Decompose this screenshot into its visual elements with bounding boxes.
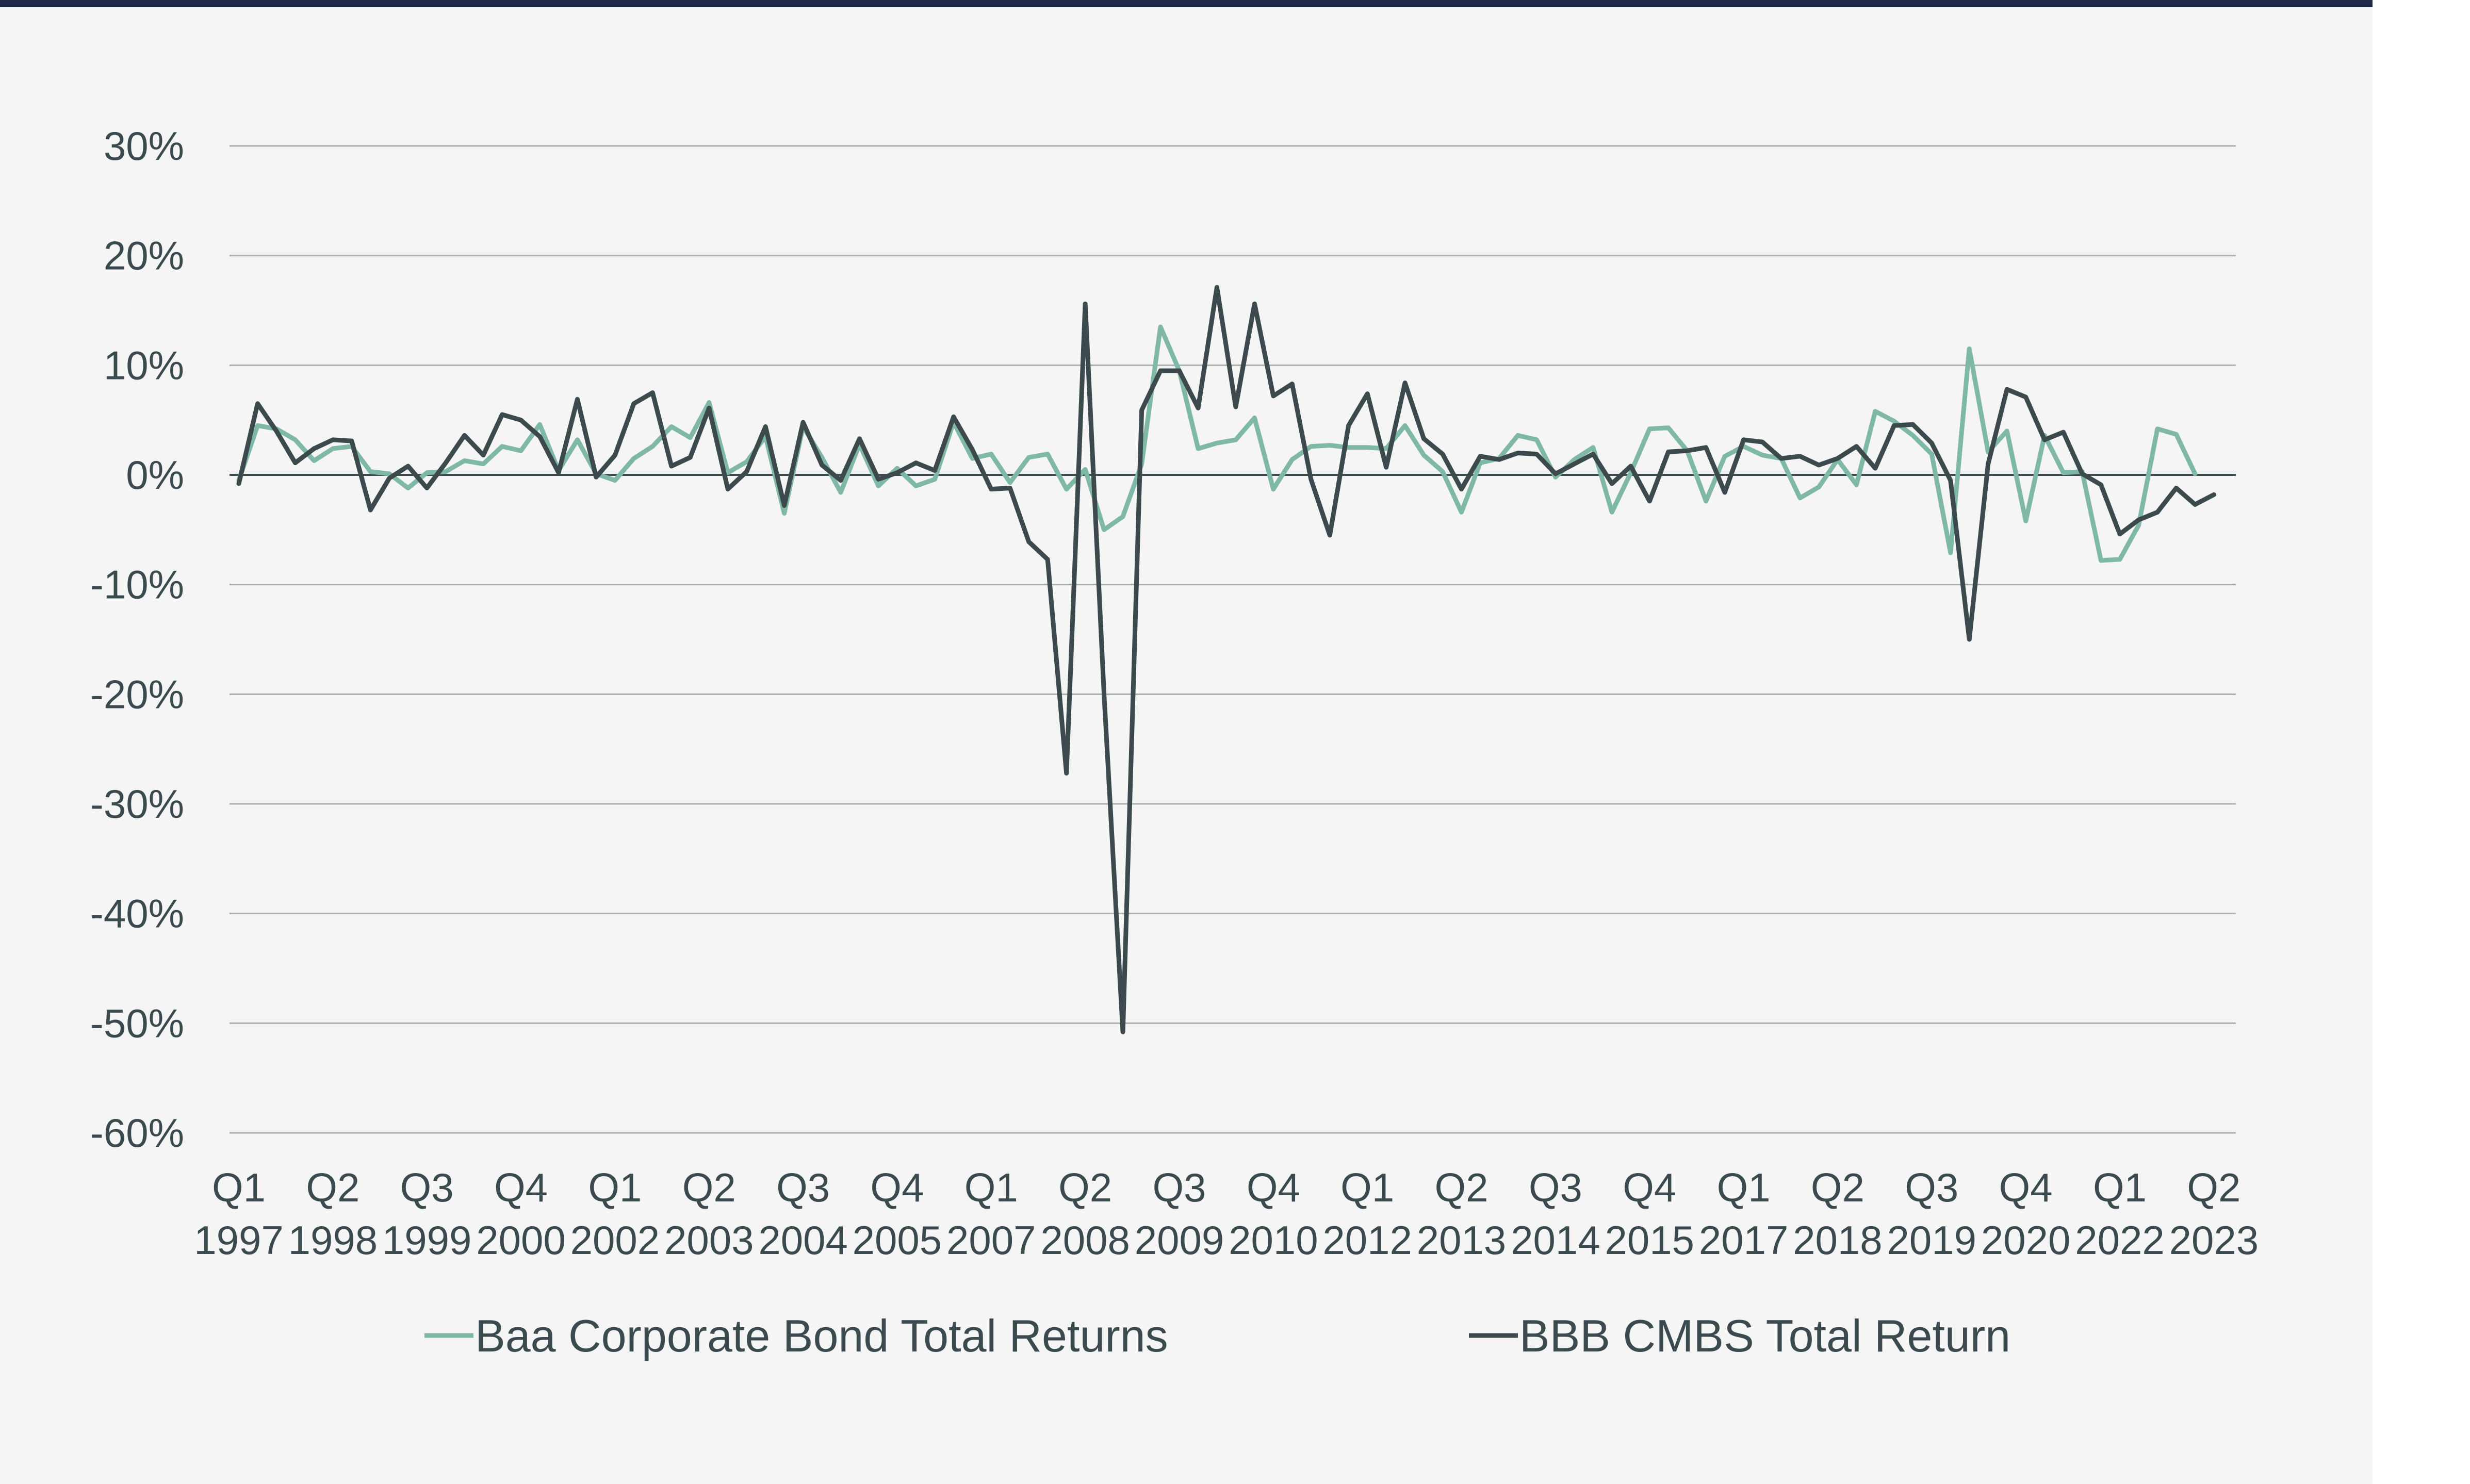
x-tick-label-year: 2014 <box>1511 1217 1600 1263</box>
series-line-bbb-cmbs <box>236 285 2216 1034</box>
x-tick-label-year: 2023 <box>2169 1217 2259 1263</box>
series-line-baa-corporate-bond <box>236 324 2198 563</box>
x-tick-label-quarter: Q1 <box>1340 1165 1394 1210</box>
x-tick-label-quarter: Q3 <box>776 1165 830 1210</box>
x-tick-label-year: 2004 <box>758 1217 848 1263</box>
x-tick-label-quarter: Q4 <box>1247 1165 1300 1210</box>
y-tick-label: 0% <box>126 452 184 498</box>
x-tick-label-quarter: Q1 <box>2093 1165 2147 1210</box>
legend-label-baa-corporate-bond: Baa Corporate Bond Total Returns <box>475 1310 1168 1361</box>
x-tick-label-quarter: Q4 <box>494 1165 548 1210</box>
y-tick-label: 30% <box>104 123 184 169</box>
x-tick-label-quarter: Q2 <box>2187 1165 2240 1210</box>
x-tick-label-year: 2022 <box>2075 1217 2165 1263</box>
x-tick-label-year: 2019 <box>1887 1217 1977 1263</box>
x-tick-label-year: 2009 <box>1135 1217 1224 1263</box>
x-tick-label-quarter: Q3 <box>400 1165 454 1210</box>
y-tick-label: -50% <box>90 1000 184 1046</box>
x-tick-label-year: 2008 <box>1040 1217 1130 1263</box>
legend: Baa Corporate Bond Total Returns BBB CMB… <box>424 1310 2010 1361</box>
y-axis-tick-labels: 30% 20% 10% 0% -10% -20% -30% -40% -50% -60% <box>90 123 184 1156</box>
x-tick-label-year: 1999 <box>382 1217 472 1263</box>
y-tick-label: 20% <box>104 233 184 278</box>
x-tick-label-quarter: Q3 <box>1529 1165 1582 1210</box>
x-tick-label-year: 2007 <box>946 1217 1036 1263</box>
y-tick-label: -40% <box>90 891 184 936</box>
x-tick-label-quarter: Q2 <box>1811 1165 1864 1210</box>
top-accent-bar <box>0 0 2373 7</box>
y-tick-label: 10% <box>104 342 184 388</box>
x-tick-label-quarter: Q3 <box>1152 1165 1206 1210</box>
x-tick-label-year: 2010 <box>1229 1217 1318 1263</box>
y-tick-label: -20% <box>90 671 184 717</box>
x-axis-tick-labels: Q1 1997 Q2 1998 Q3 1999 Q4 2000 Q1 2002 Q2 2003 Q3 20… <box>194 1165 2259 1263</box>
legend-label-bbb-cmbs: BBB CMBS Total Return <box>1519 1310 2010 1361</box>
x-tick-label-year: 1998 <box>288 1217 378 1263</box>
series-lines <box>236 285 2216 1034</box>
x-tick-label-quarter: Q4 <box>1999 1165 2053 1210</box>
x-tick-label-year: 2015 <box>1605 1217 1694 1263</box>
y-tick-label: -30% <box>90 781 184 827</box>
x-tick-label-quarter: Q2 <box>1435 1165 1488 1210</box>
y-tick-label: -60% <box>90 1110 184 1156</box>
x-tick-label-year: 2003 <box>664 1217 754 1263</box>
x-tick-label-year: 2013 <box>1417 1217 1507 1263</box>
x-tick-label-quarter: Q3 <box>1905 1165 1958 1210</box>
x-tick-label-year: 2000 <box>476 1217 566 1263</box>
gridlines <box>230 145 2236 1134</box>
x-tick-label-quarter: Q2 <box>1058 1165 1112 1210</box>
x-tick-label-quarter: Q1 <box>964 1165 1018 1210</box>
chart-panel <box>0 0 2373 1484</box>
x-tick-label-year: 2005 <box>853 1217 942 1263</box>
y-tick-label: -10% <box>90 562 184 607</box>
x-tick-label-quarter: Q1 <box>1717 1165 1771 1210</box>
x-tick-label-quarter: Q2 <box>306 1165 359 1210</box>
x-tick-label-quarter: Q4 <box>1623 1165 1676 1210</box>
x-tick-label-quarter: Q2 <box>682 1165 736 1210</box>
x-tick-label-quarter: Q1 <box>212 1165 266 1210</box>
x-tick-label-year: 2018 <box>1793 1217 1883 1263</box>
x-tick-label-year: 2020 <box>1981 1217 2071 1263</box>
x-tick-label-year: 1997 <box>194 1217 284 1263</box>
x-tick-label-year: 2017 <box>1699 1217 1789 1263</box>
x-tick-label-year: 2012 <box>1322 1217 1412 1263</box>
x-tick-label-quarter: Q1 <box>588 1165 642 1210</box>
x-tick-label-quarter: Q4 <box>870 1165 924 1210</box>
x-tick-label-year: 2002 <box>570 1217 660 1263</box>
